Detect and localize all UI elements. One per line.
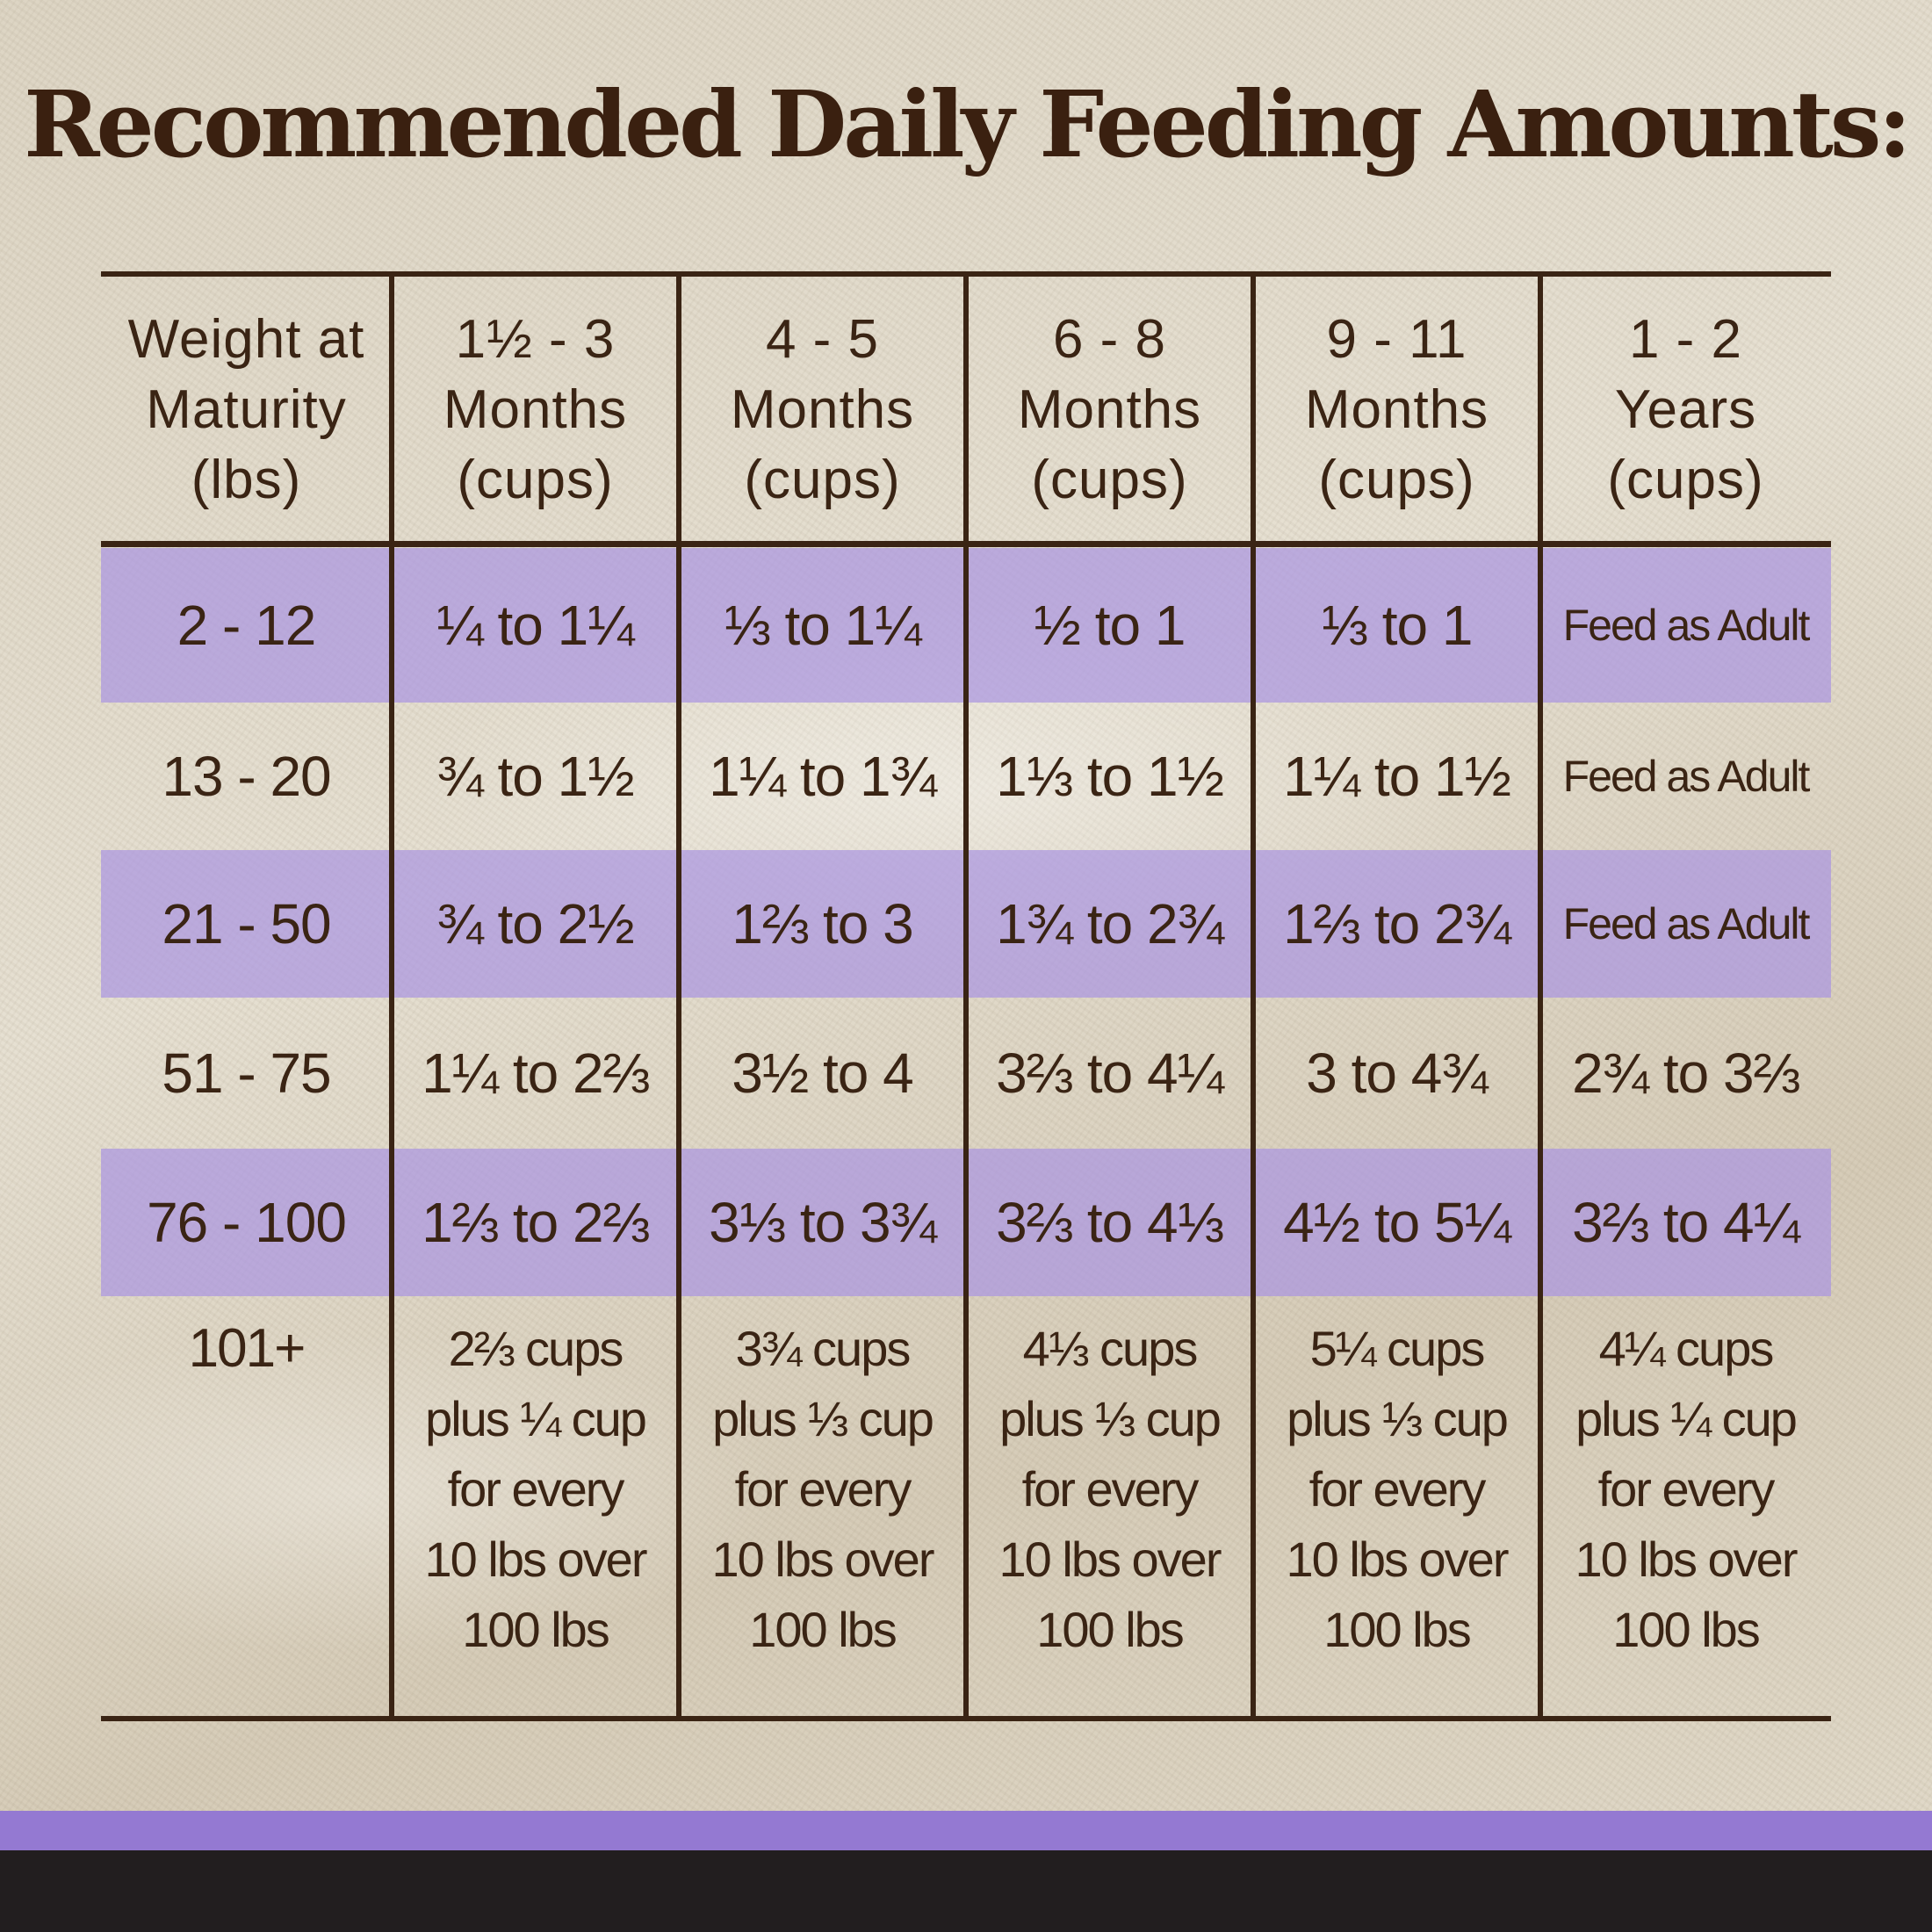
- column-divider: [1538, 271, 1543, 1721]
- amount-cell: Feed as Adult: [1562, 899, 1811, 948]
- weight-cell: 2 - 12: [177, 594, 317, 657]
- table-row: 101+ 2⅔ cups plus ¼ cup for every 10 lbs…: [101, 1296, 1831, 1716]
- page-title: Recommended Daily Feeding Amounts:: [24, 70, 1912, 178]
- column-divider: [389, 271, 394, 1721]
- amount-cell: 1⅔ to 3: [732, 892, 914, 955]
- purple-stripe: [0, 1811, 1932, 1850]
- amount-cell: 2¾ to 3⅔: [1572, 1042, 1800, 1105]
- header-9-11-months: 9 - 11 Months (cups): [1304, 309, 1489, 510]
- amount-cell: 4¼ cups plus ¼ cup for every 10 lbs over…: [1575, 1321, 1799, 1657]
- column-divider: [1251, 271, 1256, 1721]
- amount-cell: 1¼ to 1¾: [709, 745, 937, 808]
- amount-cell: 3 to 4¾: [1306, 1042, 1489, 1105]
- column-divider: [676, 271, 681, 1721]
- amount-cell: ¾ to 1½: [436, 745, 634, 808]
- header-weight: Weight at Maturity (lbs): [127, 309, 365, 510]
- weight-cell: 13 - 20: [162, 745, 331, 808]
- amount-cell: 1¼ to 2⅔: [422, 1042, 650, 1105]
- table-row: 2 - 12 ¼ to 1¼ ⅓ to 1¼ ½ to 1 ⅓ to 1 Fee…: [101, 548, 1831, 703]
- amount-cell: ¾ to 2½: [436, 892, 634, 955]
- header-4-5-months: 4 - 5 Months (cups): [730, 309, 915, 510]
- footer-bar: [0, 1850, 1932, 1932]
- amount-cell: 3¾ cups plus ⅓ cup for every 10 lbs over…: [711, 1321, 935, 1657]
- amount-cell: 3⅔ to 4¼: [996, 1042, 1224, 1105]
- amount-cell: ¼ to 1¼: [436, 594, 634, 657]
- amount-cell: Feed as Adult: [1562, 601, 1811, 650]
- table-row: 76 - 100 1⅔ to 2⅔ 3⅓ to 3¾ 3⅔ to 4⅓ 4½ t…: [101, 1149, 1831, 1296]
- header-6-8-months: 6 - 8 Months (cups): [1017, 309, 1202, 510]
- column-divider: [963, 271, 969, 1721]
- header-1-3-months: 1½ - 3 Months (cups): [443, 309, 628, 510]
- amount-cell: 3½ to 4: [732, 1042, 914, 1105]
- feeding-table: Weight at Maturity (lbs) 1½ - 3 Months (…: [101, 271, 1831, 1721]
- table-row: 51 - 75 1¼ to 2⅔ 3½ to 4 3⅔ to 4¼ 3 to 4…: [101, 998, 1831, 1149]
- header-row: Weight at Maturity (lbs) 1½ - 3 Months (…: [101, 277, 1831, 544]
- amount-cell: 3⅔ to 4¼: [1572, 1191, 1800, 1254]
- table-row: 13 - 20 ¾ to 1½ 1¼ to 1¾ 1⅓ to 1½ 1¼ to …: [101, 703, 1831, 850]
- amount-cell: 5¼ cups plus ⅓ cup for every 10 lbs over…: [1286, 1321, 1510, 1657]
- weight-cell: 101+: [188, 1318, 306, 1379]
- amount-cell: 4½ to 5¼: [1283, 1191, 1511, 1254]
- amount-cell: 1¾ to 2¾: [996, 892, 1224, 955]
- amount-cell: Feed as Adult: [1562, 752, 1811, 801]
- amount-cell: ⅓ to 1¼: [724, 594, 921, 657]
- amount-cell: 2⅔ cups plus ¼ cup for every 10 lbs over…: [424, 1321, 648, 1657]
- amount-cell: ½ to 1: [1034, 594, 1186, 657]
- amount-cell: 1¼ to 1½: [1283, 745, 1511, 808]
- amount-cell: 1⅓ to 1½: [996, 745, 1224, 808]
- weight-cell: 76 - 100: [147, 1191, 347, 1254]
- amount-cell: 1⅔ to 2¾: [1283, 892, 1511, 955]
- amount-cell: 4⅓ cups plus ⅓ cup for every 10 lbs over…: [998, 1321, 1222, 1657]
- amount-cell: 1⅔ to 2⅔: [422, 1191, 650, 1254]
- table-row: 21 - 50 ¾ to 2½ 1⅔ to 3 1¾ to 2¾ 1⅔ to 2…: [101, 850, 1831, 998]
- weight-cell: 51 - 75: [162, 1042, 331, 1105]
- amount-cell: ⅓ to 1: [1321, 594, 1474, 657]
- amount-cell: 3⅔ to 4⅓: [996, 1191, 1224, 1254]
- weight-cell: 21 - 50: [162, 892, 331, 955]
- header-1-2-years: 1 - 2 Years (cups): [1607, 309, 1764, 510]
- amount-cell: 3⅓ to 3¾: [709, 1191, 937, 1254]
